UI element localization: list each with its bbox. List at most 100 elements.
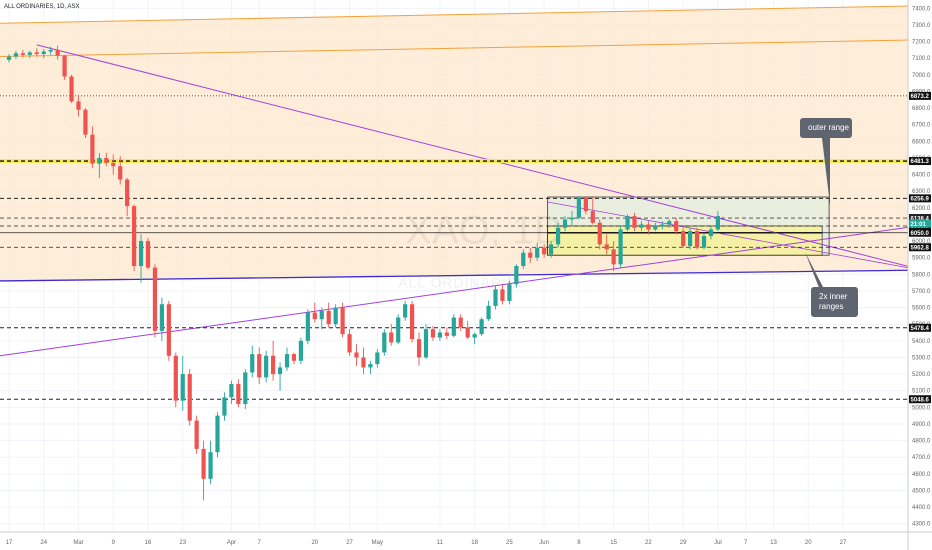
candle-body <box>535 247 540 258</box>
candle-body <box>208 452 213 479</box>
x-tick-label: May <box>372 540 383 546</box>
y-tick-label: 4300.0 <box>912 522 931 528</box>
candle-body <box>284 354 290 368</box>
candle-body <box>361 357 366 368</box>
candle-body <box>236 384 241 404</box>
box-diagonal-line <box>547 201 917 270</box>
rising-trendline <box>0 225 917 357</box>
candle-body <box>257 354 262 378</box>
price-level-label-bg <box>909 91 931 100</box>
candle-body <box>493 289 498 306</box>
candle-body <box>97 157 102 164</box>
candle-body <box>305 312 310 341</box>
x-tick-label: 13 <box>770 540 777 546</box>
candle-body <box>229 384 234 398</box>
candle-body <box>389 332 394 343</box>
candle-body <box>416 339 422 358</box>
candle-body <box>528 252 533 258</box>
candle-body <box>507 284 512 301</box>
candle-body <box>542 247 547 255</box>
y-tick-label: 7300.0 <box>912 23 931 29</box>
candle-body <box>500 289 505 301</box>
candle-body <box>13 53 19 57</box>
candle-body <box>201 448 206 479</box>
candle-body <box>576 197 581 218</box>
candle-body <box>396 317 401 343</box>
candle-body <box>62 55 67 77</box>
candle-body <box>104 157 109 163</box>
candle-body <box>562 219 568 228</box>
candle-body <box>403 304 408 318</box>
candle-body <box>701 236 707 248</box>
candle-body <box>111 162 116 167</box>
orange-channel-lower <box>0 39 917 58</box>
candle-body <box>55 49 60 56</box>
candle-body <box>688 231 693 247</box>
candle-body <box>118 166 123 180</box>
x-tick-label: Mar <box>73 540 83 546</box>
candle-body <box>90 134 95 164</box>
x-tick-label: 25 <box>506 540 513 546</box>
candle-body <box>145 241 151 268</box>
price-level-label-bg <box>909 395 931 404</box>
outer-range-callout-box <box>800 118 852 138</box>
candle-body <box>521 252 526 266</box>
candle-body <box>583 197 588 212</box>
x-tick-label: 24 <box>40 540 47 546</box>
y-tick-label: 7100.0 <box>912 56 931 62</box>
candle-body <box>410 304 415 340</box>
candle-body <box>180 374 185 401</box>
y-tick-label: 6800.0 <box>912 106 931 112</box>
inner-ranges-callout-box <box>811 287 858 317</box>
price-level-label-bg <box>909 323 931 332</box>
y-tick-label: 7200.0 <box>912 40 931 46</box>
chart-title: ALL ORDINARIES, 1D, ASX <box>4 4 79 10</box>
candle-body <box>639 224 644 228</box>
price-level-label: 6873.2 <box>911 94 930 100</box>
candle-body <box>708 229 714 237</box>
candle-body <box>604 244 609 250</box>
candle-body <box>472 334 477 338</box>
candle-body <box>152 267 158 331</box>
x-tick-label: 7 <box>744 540 748 546</box>
candle-body <box>486 305 491 320</box>
candle-body <box>465 327 470 338</box>
y-tick-label: 6600.0 <box>912 139 931 145</box>
x-tick-label: 11 <box>437 540 444 546</box>
candle-body <box>264 355 269 378</box>
candle-body <box>166 304 171 356</box>
candle-body <box>437 332 442 338</box>
candle-body <box>625 216 630 230</box>
price-tag-label-bg <box>909 214 931 223</box>
candle-body <box>138 241 144 266</box>
y-tick-label: 5200.0 <box>912 372 931 378</box>
y-tick-label: 5800.0 <box>912 272 931 278</box>
candle-body <box>291 354 297 361</box>
x-tick-label: Apr <box>227 540 236 546</box>
candle-body <box>667 221 672 225</box>
y-tick-label: 4900.0 <box>912 422 931 428</box>
candle-body <box>298 340 303 361</box>
candle-body <box>458 317 463 328</box>
x-tick-label: 20 <box>311 540 318 546</box>
candle-body <box>444 332 449 336</box>
price-level-label-bg <box>909 243 931 252</box>
candle-body <box>277 367 283 375</box>
watermark-symbol: XAO, 1D <box>405 209 563 253</box>
y-tick-label: 5400.0 <box>912 339 931 345</box>
outer-range-callout-pointer <box>822 138 830 205</box>
candle-body <box>611 249 616 265</box>
candle-body <box>479 319 484 335</box>
candle-body <box>326 310 331 325</box>
candle-body <box>590 211 595 223</box>
x-tick-label: 27 <box>346 540 353 546</box>
candle-body <box>430 329 436 338</box>
x-tick-label: Jun <box>539 540 549 546</box>
x-tick-label: 17 <box>6 540 13 546</box>
candle-body <box>681 231 686 247</box>
price-tag-label: 6138.4 <box>911 216 930 222</box>
price-tag-label-bg <box>909 219 931 228</box>
